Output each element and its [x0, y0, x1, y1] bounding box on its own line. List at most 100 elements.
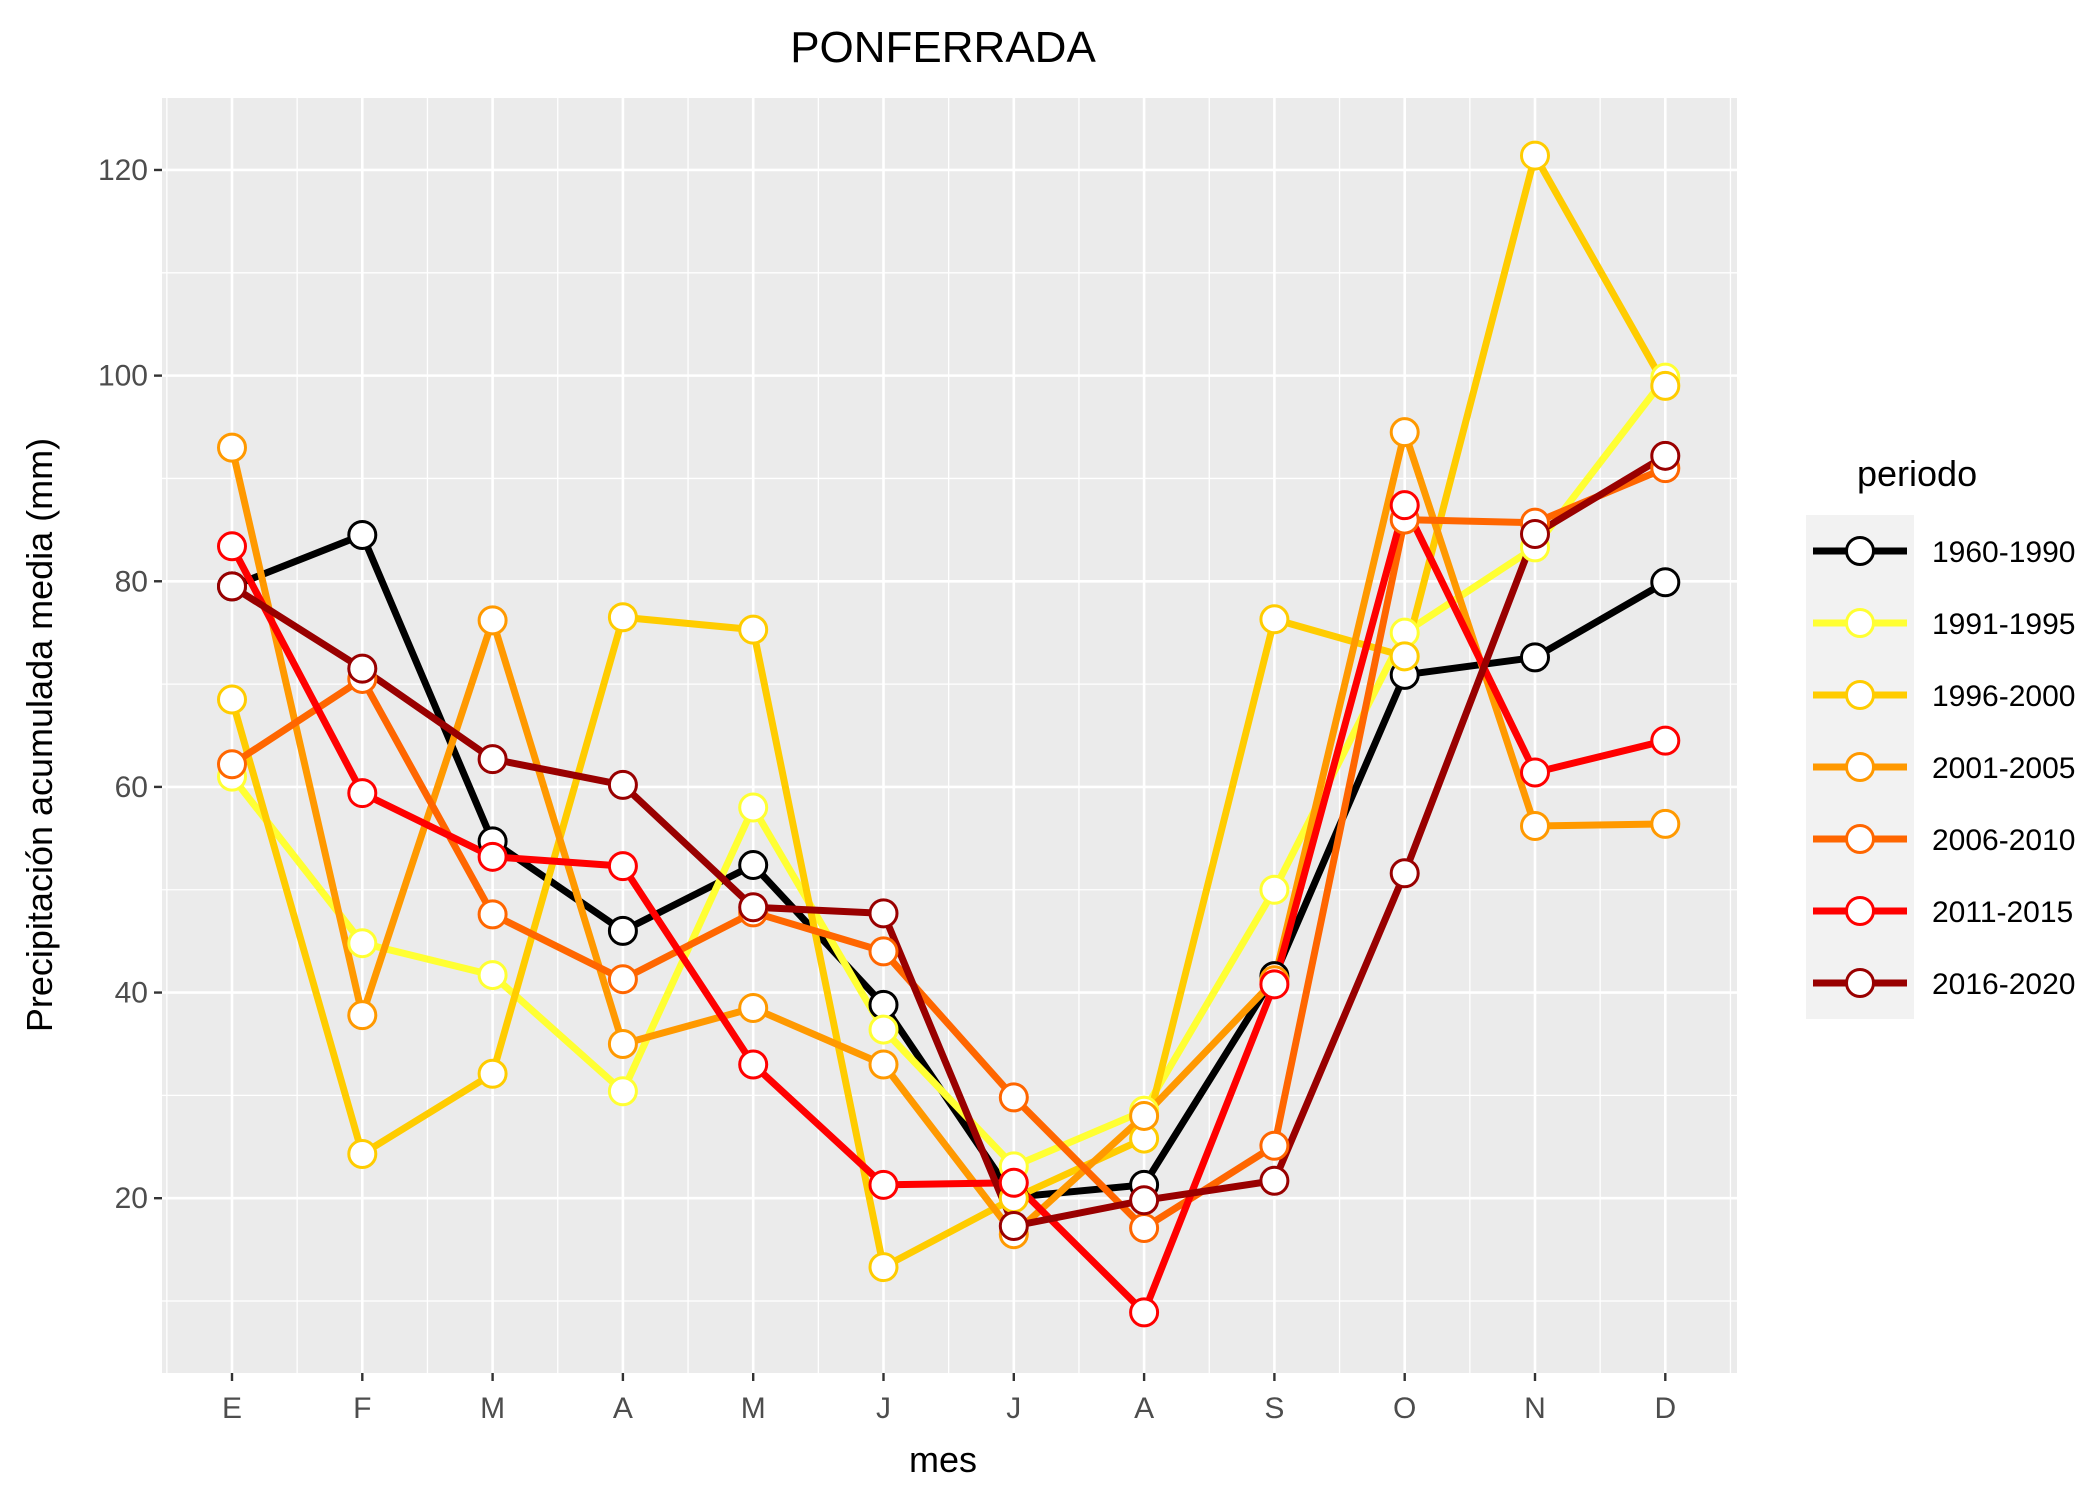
y-tick-label: 100 [98, 360, 148, 393]
data-point [1129, 1213, 1160, 1244]
data-point [868, 936, 899, 967]
series-line [228, 428, 1669, 1238]
x-tick-label: N [1524, 1392, 1546, 1425]
legend-label: 1996-2000 [1932, 680, 2075, 713]
series-line [228, 452, 1669, 1230]
y-tick-label: 40 [115, 977, 148, 1010]
series-layer [217, 140, 1681, 1328]
data-point [1389, 490, 1420, 521]
plot-panel [162, 98, 1737, 1373]
data-point [607, 915, 638, 946]
y-axis: 20 40 60 80 100 120 [98, 154, 162, 1215]
data-point [738, 614, 769, 645]
legend-label: 2016-2020 [1932, 968, 2075, 1001]
legend-key-point [1845, 896, 1875, 926]
data-point [868, 1252, 899, 1283]
chart-title: PONFERRADA [790, 23, 1096, 72]
legend-label: 1991-1995 [1932, 608, 2075, 641]
data-point [1650, 567, 1681, 598]
data-point [1259, 1165, 1290, 1196]
data-point [738, 792, 769, 823]
data-point [1259, 874, 1290, 905]
y-tick-label: 120 [98, 154, 148, 187]
data-point [477, 744, 508, 775]
data-point [477, 605, 508, 636]
x-tick-label: J [876, 1392, 891, 1425]
legend-label: 2011-2015 [1932, 896, 2073, 929]
data-point [607, 1028, 638, 1059]
legend-key-point [1845, 608, 1875, 638]
data-point [1389, 858, 1420, 889]
data-point [738, 850, 769, 881]
legend-key-point [1845, 752, 1875, 782]
x-tick-label: M [480, 1392, 505, 1425]
x-tick-label: S [1264, 1392, 1284, 1425]
major-gridlines [162, 98, 1737, 1373]
data-point [738, 1049, 769, 1080]
data-point [1129, 1100, 1160, 1131]
data-point [998, 1210, 1029, 1241]
data-point [217, 571, 247, 602]
data-point [217, 749, 247, 780]
data-point [998, 1167, 1029, 1198]
data-point [607, 602, 638, 633]
data-point [607, 964, 638, 995]
x-tick-label: J [1006, 1392, 1021, 1425]
data-point [1129, 1185, 1160, 1216]
data-point [868, 1049, 899, 1080]
data-point [738, 892, 769, 923]
series-line [228, 464, 1669, 1232]
data-point [1650, 808, 1681, 839]
data-point [1259, 969, 1290, 1000]
data-point [217, 432, 247, 463]
data-point [868, 1014, 899, 1045]
x-tick-label: E [222, 1392, 242, 1425]
legend-title: periodo [1857, 453, 1977, 494]
data-point [1520, 757, 1550, 788]
x-tick-label: F [353, 1392, 371, 1425]
data-point [998, 1082, 1029, 1113]
data-point [738, 992, 769, 1023]
y-tick-label: 20 [115, 1182, 148, 1215]
legend-key-point [1845, 680, 1875, 710]
data-point [607, 1076, 638, 1107]
minor-gridlines [162, 98, 1737, 1373]
x-tick-label: D [1654, 1392, 1676, 1425]
data-point [347, 653, 378, 684]
data-point [1129, 1297, 1160, 1328]
legend: 1960-1990 1991-1995 1996-2000 2001-2005 2006… [1813, 536, 2075, 1001]
data-point [477, 1058, 508, 1089]
y-tick-label: 60 [115, 771, 148, 804]
y-axis-title: Precipitación acumulada media (mm) [19, 438, 60, 1032]
data-point [868, 898, 899, 929]
data-point [1259, 604, 1290, 635]
data-point [1520, 810, 1550, 841]
data-point [1389, 641, 1420, 672]
series-line [228, 501, 1669, 1316]
x-tick-label: M [741, 1392, 766, 1425]
data-point [607, 851, 638, 882]
x-tick-label: A [613, 1392, 633, 1425]
series-line [228, 374, 1669, 1170]
data-point [1389, 417, 1420, 448]
y-tick-label: 80 [115, 565, 148, 598]
data-point [347, 1138, 378, 1169]
series-line [228, 152, 1669, 1271]
data-point [477, 899, 508, 930]
data-point [1520, 518, 1550, 549]
data-point [868, 1169, 899, 1200]
x-tick-label: A [1134, 1392, 1154, 1425]
data-point [1650, 370, 1681, 401]
legend-label: 1960-1990 [1932, 536, 2075, 569]
legend-label: 2006-2010 [1932, 824, 2075, 857]
x-tick-label: O [1393, 1392, 1416, 1425]
legend-key-point [1845, 824, 1875, 854]
data-point [347, 1000, 378, 1031]
x-axis-title: mes [909, 1439, 977, 1480]
data-point [868, 989, 899, 1020]
data-point [347, 778, 378, 809]
data-point [347, 928, 378, 959]
data-point [607, 769, 638, 800]
